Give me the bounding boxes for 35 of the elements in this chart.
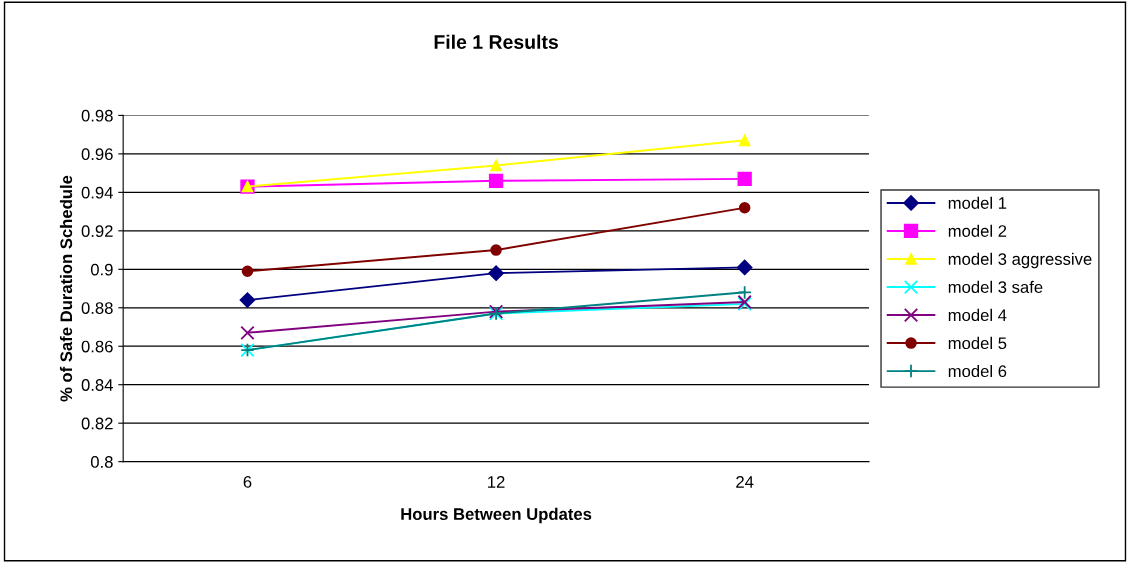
point xyxy=(490,244,502,256)
legend-label: model 2 xyxy=(948,224,1007,237)
point xyxy=(738,134,751,147)
y-tick-label: 0.86 xyxy=(81,340,113,353)
y-tick-label: 0.94 xyxy=(81,186,113,199)
legend-label: model 5 xyxy=(948,336,1007,350)
x-tick-label: 24 xyxy=(736,475,754,488)
chart-title: File 1 Results xyxy=(434,34,558,49)
x-axis-title: Hours Between Updates xyxy=(401,507,592,524)
point xyxy=(738,201,751,214)
y-tick-label: 0.84 xyxy=(81,379,113,391)
legend-label: model 1 xyxy=(948,196,1007,209)
point xyxy=(488,265,504,281)
x-tick-label: 12 xyxy=(488,475,505,488)
y-tick-label: 0.96 xyxy=(81,148,113,161)
point xyxy=(239,292,256,308)
y-tick-label: 0.8 xyxy=(90,456,113,468)
point xyxy=(488,173,504,188)
y-axis-title: % of Safe Duration Schedule xyxy=(59,175,73,402)
legend-label: model 4 xyxy=(948,308,1007,322)
point xyxy=(736,259,753,276)
y-tick-label: 0.82 xyxy=(81,417,113,430)
y-tick-label: 0.9 xyxy=(90,263,113,276)
legend-label: model 3 aggressive xyxy=(948,252,1092,269)
point xyxy=(737,171,752,187)
point xyxy=(737,285,752,300)
point xyxy=(240,325,255,340)
legend-label: model 6 xyxy=(948,364,1007,378)
y-tick-label: 0.88 xyxy=(81,302,113,314)
legend-label: model 3 safe xyxy=(948,280,1043,294)
point xyxy=(241,265,254,277)
y-tick-label: 0.92 xyxy=(81,225,113,238)
x-tick-label: 6 xyxy=(243,475,252,488)
point xyxy=(490,159,502,172)
y-tick-label: 0.98 xyxy=(81,109,113,122)
